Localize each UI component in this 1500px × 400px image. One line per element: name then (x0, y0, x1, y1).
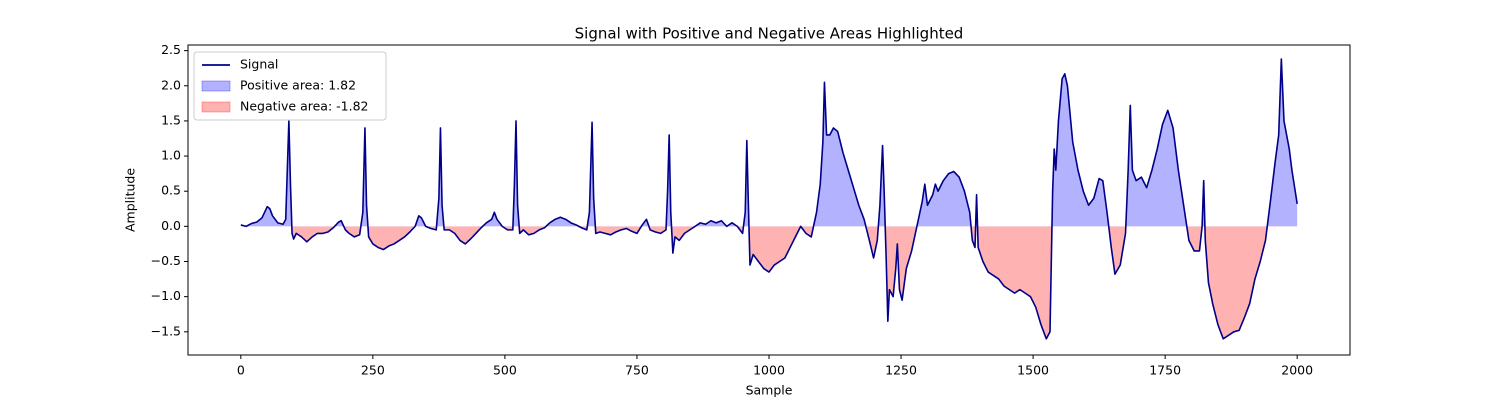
legend-patch (201, 80, 231, 92)
y-tick-label: 0.5 (161, 183, 181, 198)
x-tick-label: 0 (237, 363, 245, 378)
x-tick-label: 1750 (1149, 363, 1181, 378)
legend-patch (201, 101, 231, 113)
area-fill (240, 59, 1298, 227)
y-tick-label: 2.5 (161, 42, 181, 57)
legend-label: Signal (240, 57, 278, 72)
legend-label: Positive area: 1.82 (240, 78, 356, 93)
x-tick-label: 1250 (885, 363, 917, 378)
x-tick-label: 1500 (1017, 363, 1049, 378)
y-tick-label: −1.0 (151, 288, 181, 303)
y-tick-label: 1.0 (161, 148, 181, 163)
x-tick-label: 1000 (753, 363, 785, 378)
x-tick-label: 750 (625, 363, 649, 378)
y-tick-label: 1.5 (161, 112, 181, 127)
y-tick-label: 0.0 (161, 218, 181, 233)
area-fill (240, 226, 1298, 339)
chart-title: Signal with Positive and Negative Areas … (575, 25, 964, 43)
legend-label: Negative area: -1.82 (240, 99, 368, 114)
x-axis-label: Sample (746, 383, 793, 398)
signal-line (240, 58, 1298, 340)
legend-box (193, 51, 387, 121)
y-axis-label: Amplitude (123, 168, 138, 232)
y-tick-label: −0.5 (151, 253, 181, 268)
x-tick-label: 500 (493, 363, 517, 378)
x-tick-label: 2000 (1281, 363, 1313, 378)
y-tick-label: 2.0 (161, 77, 181, 92)
y-tick-label: −1.5 (151, 323, 181, 338)
x-tick-label: 250 (361, 363, 385, 378)
